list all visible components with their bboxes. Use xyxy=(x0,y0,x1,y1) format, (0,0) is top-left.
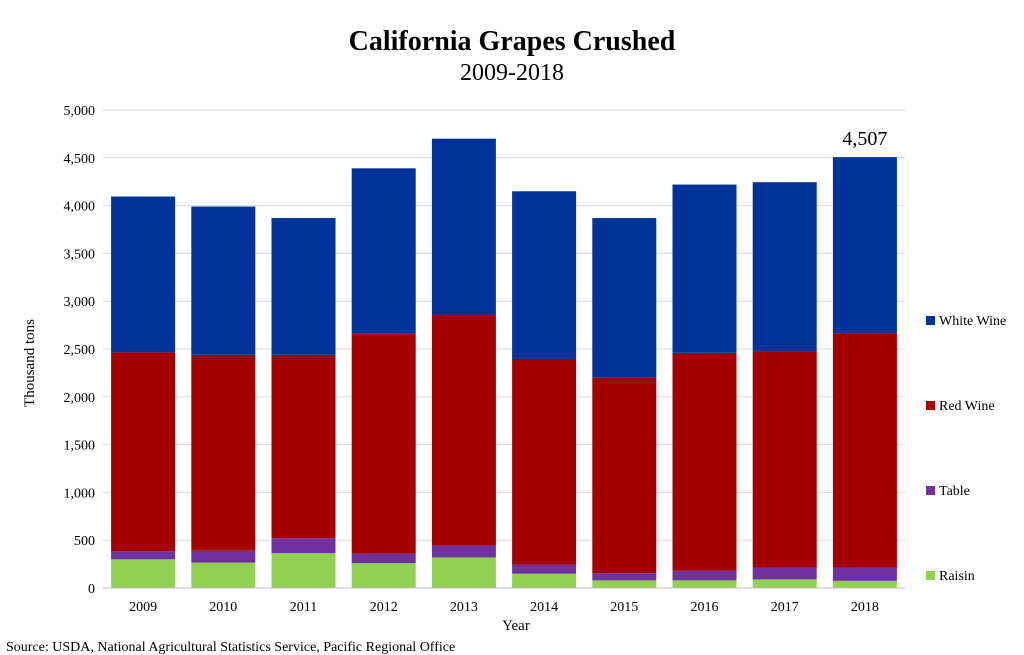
y-tick-label: 1,500 xyxy=(64,439,96,454)
x-tick-label: 2011 xyxy=(290,600,317,615)
legend-swatch-table xyxy=(926,486,935,495)
bar-table-2016 xyxy=(672,570,737,581)
annotations: 4,507 xyxy=(842,128,887,150)
bar-table-2010 xyxy=(191,550,256,563)
bar-white-wine-2016 xyxy=(672,184,737,353)
axes: 0 500 1,000 1,500 2,000 2,500 3,000 3,500 4,000 4… xyxy=(64,104,905,615)
y-tick-label: 1,000 xyxy=(64,486,96,501)
y-tick-label: 0 xyxy=(88,582,95,597)
bar-white-wine-2018 xyxy=(832,157,897,334)
bar-white-wine-2017 xyxy=(752,182,817,352)
y-tick-label: 2,500 xyxy=(64,343,96,358)
bar-red-wine-2010 xyxy=(191,354,256,551)
bar-raisin-2015 xyxy=(592,580,657,588)
bar-table-2011 xyxy=(271,538,336,554)
y-tick-label: 3,500 xyxy=(64,247,96,262)
bar-table-2014 xyxy=(512,564,577,574)
bar-raisin-2017 xyxy=(752,579,817,588)
x-tick-label: 2009 xyxy=(129,600,157,615)
bar-white-wine-2009 xyxy=(111,196,176,353)
bar-raisin-2009 xyxy=(111,559,176,588)
bar-red-wine-2014 xyxy=(512,359,577,565)
x-tick-label: 2018 xyxy=(851,600,879,615)
bar-red-wine-2009 xyxy=(111,352,176,552)
bar-white-wine-2015 xyxy=(592,218,657,378)
x-tick-label: 2015 xyxy=(610,600,638,615)
y-tick-label: 500 xyxy=(74,534,95,549)
bar-table-2009 xyxy=(111,551,176,560)
bar-white-wine-2010 xyxy=(191,206,256,355)
chart-title: California Grapes Crushed xyxy=(349,26,676,57)
bar-raisin-2018 xyxy=(832,580,897,588)
x-tick-label: 2012 xyxy=(370,600,398,615)
bar-raisin-2016 xyxy=(672,580,737,588)
source-note: Source: USDA, National Agricultural Stat… xyxy=(6,640,455,655)
y-tick-label: 4,500 xyxy=(64,152,96,167)
bar-table-2015 xyxy=(592,573,657,581)
bar-table-2018 xyxy=(832,567,897,581)
legend: White Wine Red Wine Table Raisin xyxy=(926,314,1006,584)
bar-red-wine-2016 xyxy=(672,352,737,571)
legend-label-red-wine: Red Wine xyxy=(939,399,995,414)
bar-red-wine-2017 xyxy=(752,351,817,568)
bar-table-2017 xyxy=(752,567,817,580)
chart-subtitle: 2009-2018 xyxy=(460,60,564,86)
bar-red-wine-2015 xyxy=(592,377,657,574)
legend-swatch-white-wine xyxy=(926,316,935,325)
bar-white-wine-2012 xyxy=(351,168,416,334)
y-tick-label: 3,000 xyxy=(64,295,96,310)
y-tick-label: 4,000 xyxy=(64,200,96,215)
x-tick-label: 2010 xyxy=(209,600,237,615)
bars xyxy=(111,138,897,588)
legend-swatch-red-wine xyxy=(926,401,935,410)
bar-white-wine-2014 xyxy=(512,191,577,360)
x-tick-label: 2017 xyxy=(771,600,799,615)
y-tick-label: 5,000 xyxy=(64,104,96,119)
x-tick-label: 2016 xyxy=(691,600,719,615)
bar-table-2012 xyxy=(351,553,416,564)
bar-raisin-2014 xyxy=(512,573,577,588)
legend-label-table: Table xyxy=(939,484,970,499)
x-tick-label: 2013 xyxy=(450,600,478,615)
bar-raisin-2010 xyxy=(191,562,256,588)
legend-label-raisin: Raisin xyxy=(939,569,975,584)
bar-table-2013 xyxy=(431,545,496,558)
data-label-total: 4,507 xyxy=(842,128,887,150)
bar-white-wine-2011 xyxy=(271,218,336,355)
legend-label-white-wine: White Wine xyxy=(939,314,1006,329)
y-axis-label: Thousand tons xyxy=(22,319,38,407)
x-axis-label: Year xyxy=(502,618,530,634)
bar-raisin-2013 xyxy=(431,557,496,588)
x-tick-label: 2014 xyxy=(530,600,558,615)
legend-swatch-raisin xyxy=(926,571,935,580)
bar-red-wine-2018 xyxy=(832,333,897,568)
bar-red-wine-2013 xyxy=(431,314,496,546)
bar-red-wine-2011 xyxy=(271,354,336,539)
bar-red-wine-2012 xyxy=(351,333,416,554)
bar-raisin-2012 xyxy=(351,563,416,588)
bar-raisin-2011 xyxy=(271,553,336,588)
y-tick-label: 2,000 xyxy=(64,391,96,406)
bar-white-wine-2013 xyxy=(431,138,496,315)
